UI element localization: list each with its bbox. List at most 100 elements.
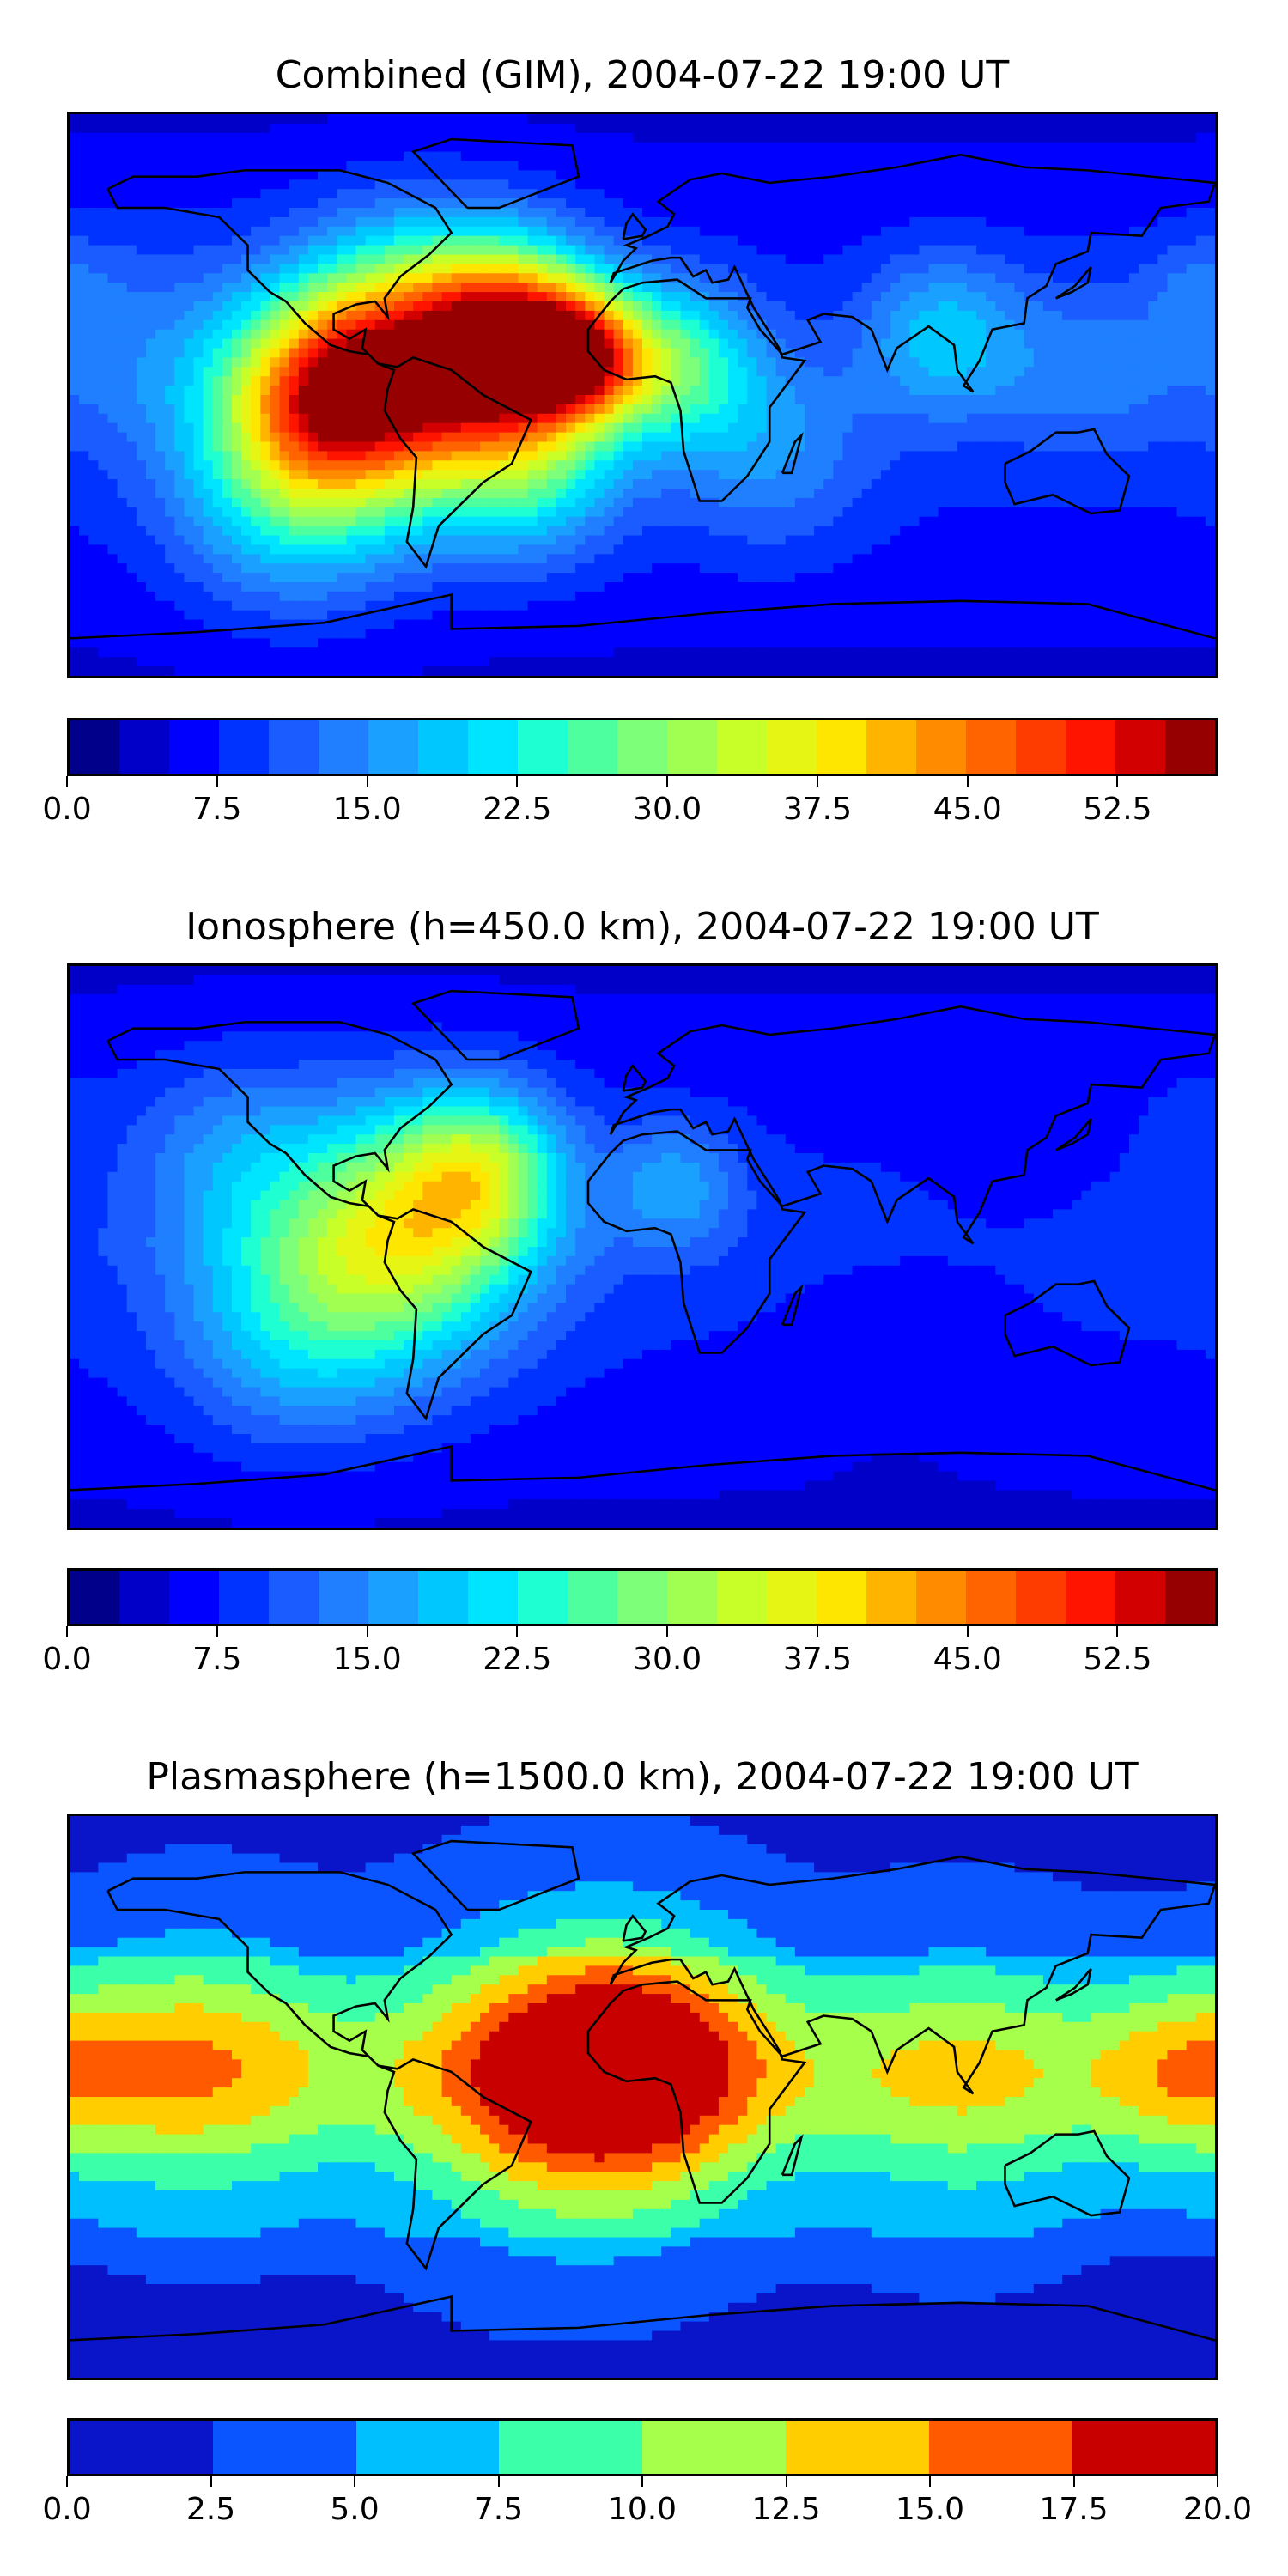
heatmap-cell	[556, 283, 568, 294]
heatmap-cell	[556, 432, 568, 443]
heatmap-cell	[1072, 386, 1083, 397]
heatmap-cell	[70, 254, 81, 265]
heatmap-cell	[728, 422, 739, 434]
heatmap-cell	[1176, 208, 1188, 218]
heatmap-cell	[1033, 132, 1045, 143]
heatmap-cell	[833, 151, 844, 162]
heatmap-cell	[575, 404, 586, 415]
heatmap-cell	[537, 170, 548, 181]
heatmap-cell	[355, 179, 367, 191]
heatmap-cell	[337, 441, 348, 453]
heatmap-cell	[165, 367, 176, 378]
heatmap-cell	[1100, 310, 1111, 321]
heatmap-cell	[794, 170, 806, 181]
heatmap-cell	[938, 216, 949, 228]
heatmap-cell	[480, 404, 491, 415]
heatmap-cell	[957, 310, 969, 321]
heatmap-cell	[642, 226, 653, 237]
heatmap-cell	[251, 386, 262, 397]
heatmap-cell	[174, 348, 185, 359]
heatmap-cell	[117, 348, 128, 359]
heatmap-cell	[279, 208, 290, 218]
heatmap-cell	[337, 395, 348, 405]
heatmap-cell	[794, 151, 806, 162]
heatmap-cell	[1167, 338, 1178, 349]
heatmap-cell	[1186, 161, 1197, 172]
heatmap-cell	[470, 451, 482, 462]
heatmap-cell	[594, 413, 605, 424]
heatmap-cell	[890, 451, 902, 462]
heatmap-cell	[307, 226, 319, 237]
heatmap-cell	[1072, 319, 1083, 331]
heatmap-cell	[307, 161, 319, 172]
heatmap-cell	[976, 245, 987, 256]
heatmap-cell	[279, 460, 290, 471]
heatmap-cell	[212, 404, 223, 415]
heatmap-cell	[174, 432, 185, 443]
heatmap-cell	[594, 142, 605, 153]
heatmap-cell	[900, 451, 911, 462]
heatmap-cell	[260, 216, 271, 228]
heatmap-cell	[642, 441, 653, 453]
heatmap-cell	[823, 273, 835, 284]
heatmap-cell	[890, 338, 902, 349]
heatmap-cell	[1157, 460, 1169, 471]
heatmap-cell	[766, 470, 777, 481]
heatmap-cell	[307, 254, 319, 265]
heatmap-cell	[546, 301, 558, 312]
heatmap-cell	[298, 151, 310, 162]
heatmap-cell	[307, 123, 319, 134]
heatmap-cell	[1100, 348, 1111, 359]
heatmap-cell	[585, 404, 596, 415]
heatmap-cell	[861, 254, 872, 265]
heatmap-cell	[241, 161, 252, 172]
heatmap-cell	[566, 329, 577, 340]
heatmap-cell	[136, 386, 148, 397]
heatmap-cell	[270, 422, 281, 434]
heatmap-cell	[1091, 189, 1102, 200]
heatmap-cell	[671, 283, 682, 294]
heatmap-cell	[1205, 460, 1215, 471]
heatmap-cell	[365, 132, 376, 143]
heatmap-cell	[1205, 198, 1215, 210]
heatmap-cell	[785, 283, 796, 294]
heatmap-cell	[374, 254, 386, 265]
heatmap-cell	[966, 301, 978, 312]
heatmap-cell	[298, 235, 310, 246]
heatmap-cell	[117, 264, 128, 275]
heatmap-cell	[747, 142, 758, 153]
heatmap-cell	[938, 179, 949, 191]
heatmap-cell	[88, 497, 100, 508]
heatmap-cell	[823, 283, 835, 294]
heatmap-cell	[470, 348, 482, 359]
heatmap-cell	[594, 404, 605, 415]
heatmap-cell	[594, 338, 605, 349]
heatmap-cell	[661, 245, 672, 256]
heatmap-cell	[680, 254, 691, 265]
heatmap-cell	[441, 413, 453, 424]
heatmap-cell	[661, 413, 672, 424]
heatmap-cell	[671, 235, 682, 246]
heatmap-cell	[260, 441, 271, 453]
heatmap-cell	[451, 376, 462, 387]
heatmap-cell	[928, 264, 939, 275]
heatmap-cell	[1148, 114, 1159, 125]
heatmap-cell	[1119, 357, 1131, 368]
heatmap-cell	[1024, 489, 1035, 499]
heatmap-cell	[690, 404, 701, 415]
heatmap-cell	[241, 132, 252, 143]
heatmap-cell	[107, 319, 118, 331]
heatmap-cell	[632, 273, 644, 284]
heatmap-cell	[165, 170, 176, 181]
heatmap-cell	[785, 376, 796, 387]
heatmap-cell	[537, 264, 548, 275]
heatmap-cell	[1157, 226, 1169, 237]
heatmap-cell	[814, 198, 825, 210]
heatmap-cell	[298, 123, 310, 134]
heatmap-cell	[632, 432, 644, 443]
heatmap-cell	[766, 376, 777, 387]
heatmap-cell	[489, 142, 501, 153]
heatmap-cell	[193, 142, 204, 153]
heatmap-cell	[404, 376, 415, 387]
heatmap-cell	[174, 151, 185, 162]
